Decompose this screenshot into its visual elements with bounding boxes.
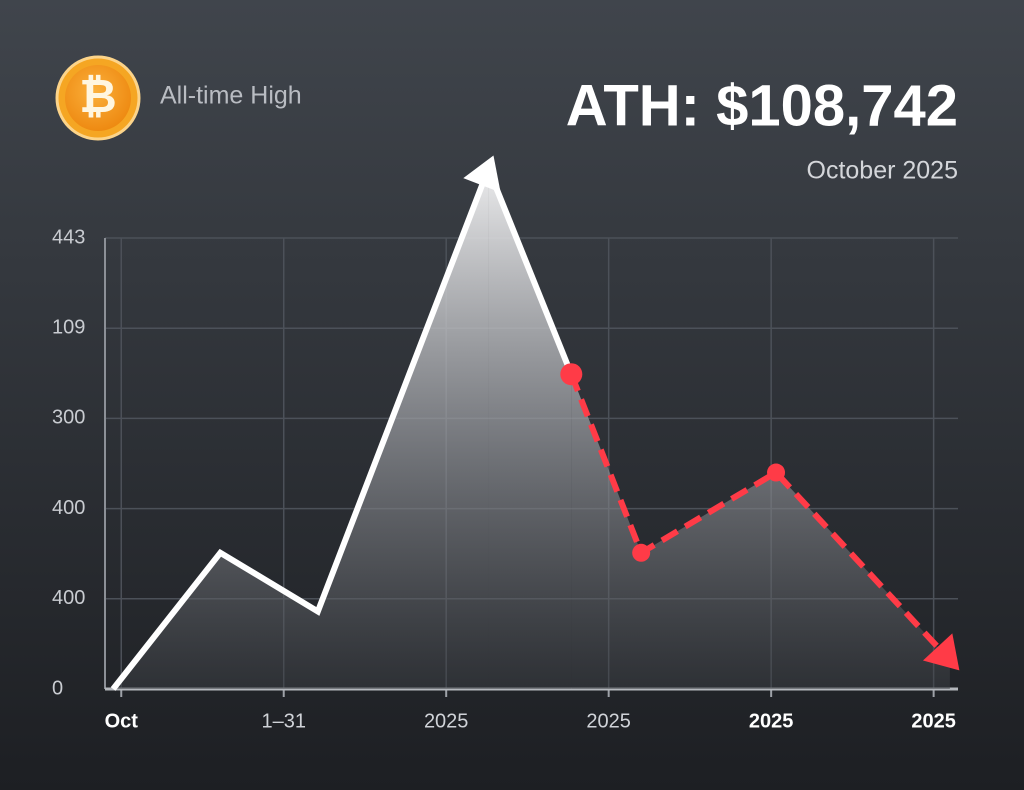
x-tick-label: Oct bbox=[105, 710, 139, 732]
line bbox=[110, 167, 492, 691]
y-tick-label: 443 bbox=[52, 226, 85, 248]
coin-symbol: ₿ bbox=[79, 70, 117, 122]
header-subtitle: October 2025 bbox=[807, 157, 959, 185]
header-label: All-time High bbox=[160, 82, 302, 110]
marker bbox=[632, 543, 651, 562]
y-tick-label: 400 bbox=[52, 497, 85, 519]
y-tick-label: 300 bbox=[52, 407, 85, 429]
x-tick-label: 2025 bbox=[586, 710, 631, 732]
marker bbox=[767, 463, 786, 482]
line bbox=[568, 373, 953, 663]
y-tick-label: 0 bbox=[52, 677, 63, 699]
arrowhead bbox=[922, 633, 960, 671]
x-tick-label: 2025 bbox=[749, 710, 794, 732]
coin-face bbox=[65, 65, 131, 131]
area bbox=[113, 168, 489, 689]
marker bbox=[560, 363, 583, 386]
header-title: ATH: $108,742 bbox=[566, 73, 958, 138]
area bbox=[488, 168, 572, 689]
x-tick-label: 1–31 bbox=[261, 710, 306, 732]
y-tick-label: 109 bbox=[52, 316, 85, 338]
y-tick-label: 400 bbox=[52, 587, 85, 609]
area bbox=[571, 374, 950, 689]
x-tick-label: 2025 bbox=[911, 710, 956, 732]
line bbox=[485, 167, 575, 376]
header: ₿ All-time High ATH: $108,742 October 20… bbox=[55, 55, 959, 185]
x-tick-label: 2025 bbox=[424, 710, 469, 732]
